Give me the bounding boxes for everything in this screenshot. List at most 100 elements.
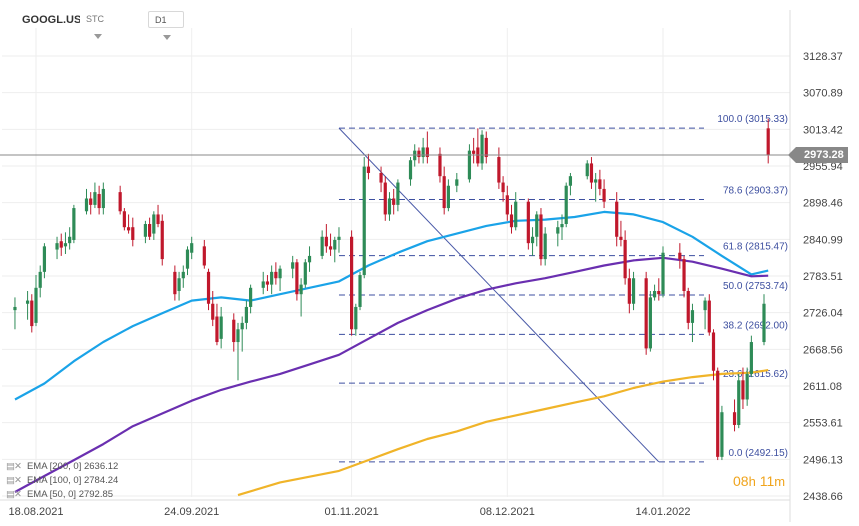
candle-body [156, 214, 160, 225]
candle-body [320, 236, 324, 256]
y-tick-label: 2496.13 [803, 454, 843, 466]
candle-body [131, 227, 135, 240]
candle-body [358, 275, 362, 307]
candle-body [202, 246, 206, 266]
candle-body [652, 291, 657, 298]
candle-body [762, 303, 766, 343]
candle-body [745, 373, 749, 400]
candle-body [661, 252, 665, 295]
candle-body [42, 246, 47, 272]
x-tick-label: 24.09.2021 [164, 506, 219, 518]
x-tick-label: 18.08.2021 [8, 506, 63, 518]
fibonacci-retracement[interactable]: 100.0 (3015.33) 78.6 (2903.37) 61.8 (2815.… [338, 114, 788, 463]
legend-label: EMA [100, 0] [26, 475, 82, 486]
legend-item-ema50[interactable]: ▤✕ EMA [50, 0] 2792.85 [6, 489, 113, 500]
candle-body [328, 246, 333, 250]
candle-body [295, 262, 299, 295]
candle-body [543, 233, 547, 260]
candle-body [392, 198, 396, 205]
candle-body [509, 214, 514, 228]
candle-body [190, 243, 194, 253]
grid-lines [2, 28, 790, 497]
candle-body [644, 278, 648, 349]
legend-item-ema100[interactable]: ▤✕ EMA [100, 0] 2784.24 [6, 475, 118, 486]
candle-countdown-timer: 08h 11m [733, 473, 785, 489]
candle-body [564, 185, 568, 225]
y-tick-label: 2726.04 [803, 308, 843, 320]
candlestick-series [13, 118, 770, 461]
candle-body [122, 211, 126, 228]
chart-type-dropdown[interactable]: STC [80, 11, 120, 40]
interval-label: D1 [155, 15, 167, 25]
candle-body [438, 153, 442, 177]
candle-body [530, 236, 535, 244]
candle-body [615, 201, 619, 237]
candle-body [270, 271, 274, 285]
candle-body [467, 150, 472, 180]
candle-body [30, 300, 34, 327]
timer-hours-unit: h [748, 474, 756, 489]
candle-body [303, 262, 307, 285]
symbol-label[interactable]: GOOGL.US [22, 14, 82, 26]
candle-body [732, 412, 737, 425]
fib-level-label: 50.0 (2753.74) [723, 281, 788, 292]
candle-body [324, 236, 328, 247]
candle-body [333, 239, 337, 250]
candle-body [240, 322, 244, 330]
candle-body [627, 278, 631, 304]
candle-body [244, 306, 249, 323]
candle-body [173, 271, 177, 295]
candle-body [711, 332, 716, 371]
candle-body [408, 160, 413, 180]
candle-body [568, 176, 573, 186]
candle-body [181, 271, 185, 279]
legend-item-ema200[interactable]: ▤✕ EMA [200, 0] 2636.12 [6, 461, 118, 472]
candle-body [126, 227, 131, 231]
candle-body [160, 220, 164, 260]
candle-body [631, 278, 636, 304]
chart-type-label: STC [86, 14, 104, 24]
visibility-icon[interactable]: ▤✕ [6, 475, 22, 486]
visibility-icon[interactable]: ▤✕ [6, 489, 22, 500]
interval-dropdown[interactable]: D1 [148, 11, 184, 41]
y-tick-label: 2840.99 [803, 234, 843, 246]
y-tick-label: 2438.66 [803, 491, 843, 503]
ema200-line [237, 369, 769, 497]
x-tick-label: 08.12.2021 [480, 506, 535, 518]
candle-body [446, 185, 450, 209]
candle-body [249, 287, 253, 307]
candle-body [232, 319, 236, 343]
candle-body [265, 281, 270, 285]
candle-body [602, 188, 606, 202]
y-tick-label: 3013.42 [803, 124, 843, 136]
candle-body [148, 224, 152, 237]
candle-body [350, 236, 354, 330]
candle-body [594, 179, 598, 183]
candle-body [535, 214, 539, 237]
candle-body [690, 310, 695, 323]
candle-body [455, 179, 459, 186]
y-tick-label: 2553.61 [803, 418, 843, 430]
visibility-icon[interactable]: ▤✕ [6, 461, 22, 472]
candle-body [354, 306, 358, 330]
candle-body [396, 182, 400, 205]
candle-body [185, 249, 190, 269]
timer-minutes: 11 [759, 473, 775, 489]
candle-body [737, 380, 741, 425]
candle-body [97, 194, 101, 209]
y-tick-label: 3070.89 [803, 88, 843, 100]
candle-body [366, 166, 371, 173]
legend-label: EMA [50, 0] [26, 489, 77, 500]
legend-value: 2792.85 [78, 489, 114, 500]
candle-body [556, 227, 560, 234]
candle-body [526, 201, 530, 244]
candle-body [387, 198, 392, 215]
candle-body [678, 252, 682, 260]
candle-body [38, 271, 42, 288]
ema50-line [14, 210, 769, 401]
candle-body [560, 224, 564, 228]
candle-body [337, 236, 341, 240]
candle-body [686, 291, 690, 323]
candle-body [417, 150, 421, 158]
